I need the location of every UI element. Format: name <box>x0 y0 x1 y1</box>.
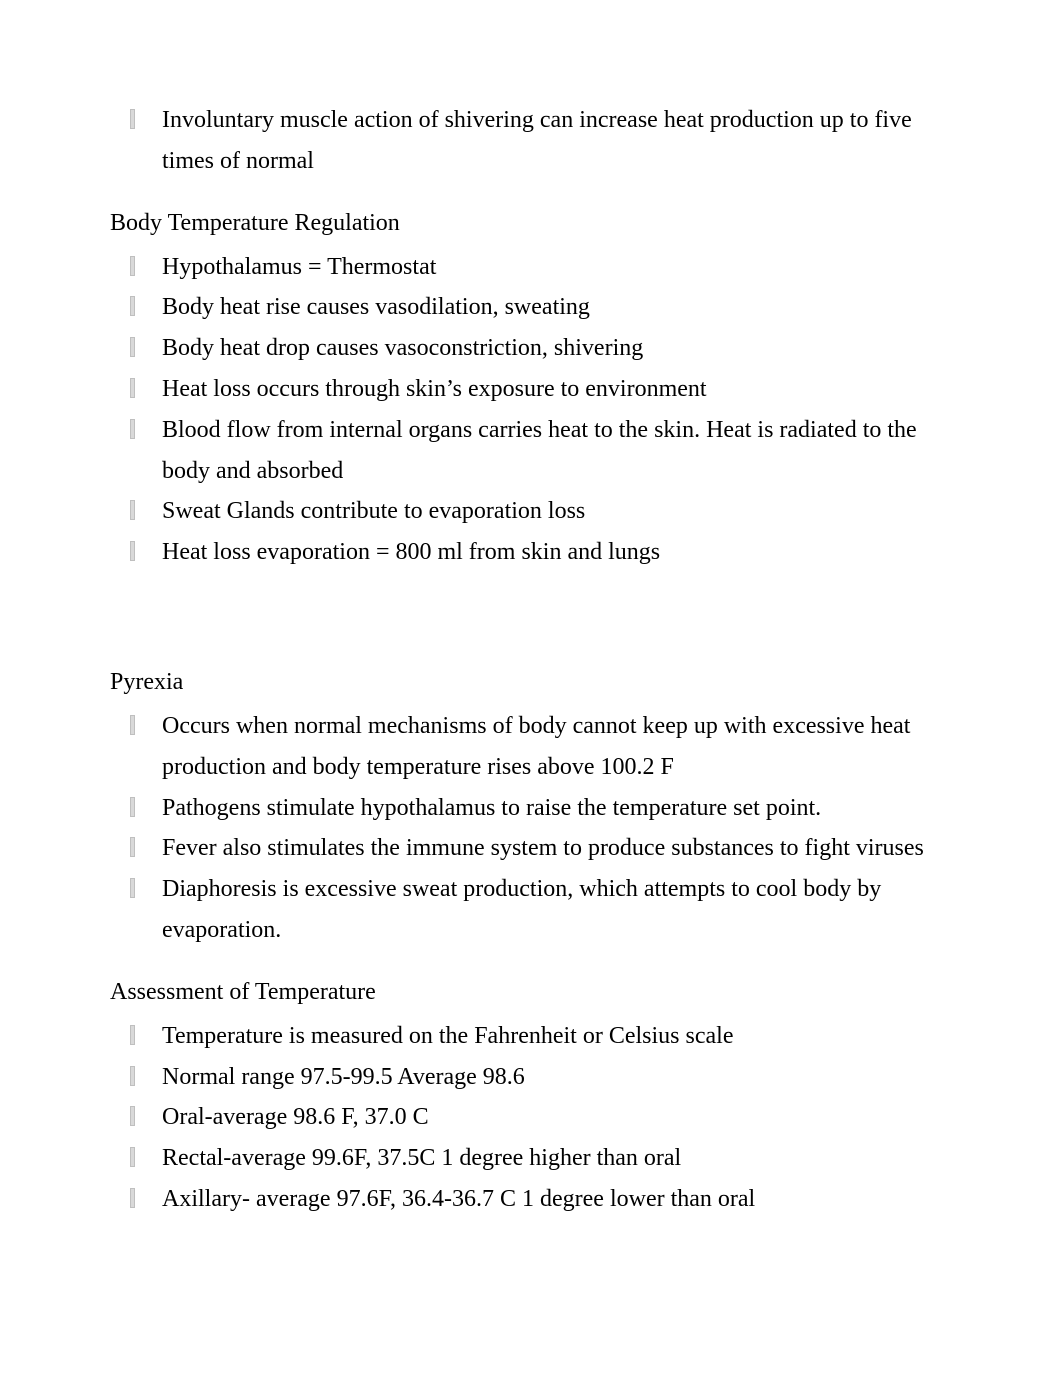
list-item: Body heat rise causes vasodilation, swea… <box>110 287 952 328</box>
list-item-text: Pathogens stimulate hypothalamus to rais… <box>162 795 821 821</box>
section-heading: Pyrexia <box>110 669 952 696</box>
section-heading: Body Temperature Regulation <box>110 210 952 237</box>
list-item: Blood flow from internal organs carries … <box>110 410 952 492</box>
list-item-text: Involuntary muscle action of shivering c… <box>162 107 912 174</box>
list-item-text: Body heat drop causes vasoconstriction, … <box>162 335 643 361</box>
bullet-list-assessment: Temperature is measured on the Fahrenhei… <box>110 1016 952 1220</box>
list-item-text: Fever also stimulates the immune system … <box>162 835 924 861</box>
section-heading: Assessment of Temperature <box>110 979 952 1006</box>
list-item: Rectal-average 99.6F, 37.5C 1 degree hig… <box>110 1138 952 1179</box>
list-item: Involuntary muscle action of shivering c… <box>110 100 952 182</box>
list-item: Temperature is measured on the Fahrenhei… <box>110 1016 952 1057</box>
spacer <box>110 601 952 645</box>
list-item-text: Heat loss evaporation = 800 ml from skin… <box>162 539 660 565</box>
bullet-list-pyrexia: Occurs when normal mechanisms of body ca… <box>110 706 952 951</box>
list-item-text: Body heat rise causes vasodilation, swea… <box>162 294 590 320</box>
list-item: Normal range 97.5-99.5 Average 98.6 <box>110 1057 952 1098</box>
list-item-text: Normal range 97.5-99.5 Average 98.6 <box>162 1064 525 1090</box>
bullet-list-body-temp: Hypothalamus = Thermostat Body heat rise… <box>110 247 952 573</box>
list-item: Occurs when normal mechanisms of body ca… <box>110 706 952 788</box>
list-item-text: Rectal-average 99.6F, 37.5C 1 degree hig… <box>162 1145 681 1171</box>
list-item: Sweat Glands contribute to evaporation l… <box>110 491 952 532</box>
list-item: Diaphoresis is excessive sweat productio… <box>110 869 952 951</box>
list-item: Heat loss evaporation = 800 ml from skin… <box>110 532 952 573</box>
list-item: Body heat drop causes vasoconstriction, … <box>110 328 952 369</box>
list-item: Hypothalamus = Thermostat <box>110 247 952 288</box>
list-item-text: Hypothalamus = Thermostat <box>162 254 436 280</box>
list-item: Oral-average 98.6 F, 37.0 C <box>110 1097 952 1138</box>
list-item: Pathogens stimulate hypothalamus to rais… <box>110 788 952 829</box>
list-item-text: Blood flow from internal organs carries … <box>162 417 917 484</box>
list-item: Axillary- average 97.6F, 36.4-36.7 C 1 d… <box>110 1179 952 1220</box>
bullet-list-intro: Involuntary muscle action of shivering c… <box>110 100 952 182</box>
list-item-text: Axillary- average 97.6F, 36.4-36.7 C 1 d… <box>162 1186 755 1212</box>
list-item-text: Oral-average 98.6 F, 37.0 C <box>162 1104 429 1130</box>
list-item: Fever also stimulates the immune system … <box>110 828 952 869</box>
list-item-text: Heat loss occurs through skin’s exposure… <box>162 376 707 402</box>
list-item-text: Temperature is measured on the Fahrenhei… <box>162 1023 733 1049</box>
document-page: Involuntary muscle action of shivering c… <box>0 0 1062 1328</box>
list-item-text: Sweat Glands contribute to evaporation l… <box>162 498 585 524</box>
list-item-text: Occurs when normal mechanisms of body ca… <box>162 713 910 780</box>
list-item-text: Diaphoresis is excessive sweat productio… <box>162 876 881 943</box>
list-item: Heat loss occurs through skin’s exposure… <box>110 369 952 410</box>
